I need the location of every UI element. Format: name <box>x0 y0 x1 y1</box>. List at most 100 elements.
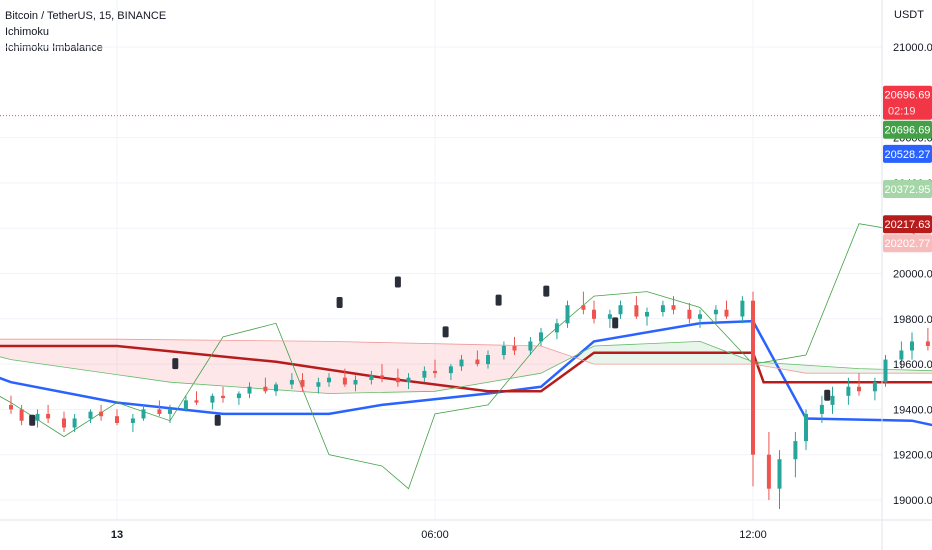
candle-body <box>9 404 13 410</box>
price-tag-bg <box>883 144 932 163</box>
price-tags: 20696.69 02:19 20696.69 20528.27 20372.95 202… <box>883 85 932 253</box>
candle-body <box>592 309 596 319</box>
cloud-segment <box>90 339 104 373</box>
cloud-segment <box>355 342 369 393</box>
cloud-segment <box>156 339 170 383</box>
cloud-segment <box>898 369 912 374</box>
candle-body <box>751 300 755 455</box>
candle-body <box>263 386 268 392</box>
candle-body <box>698 314 702 319</box>
indicator-lines <box>0 223 932 490</box>
cloud-segment <box>368 342 382 393</box>
candle-body <box>46 413 51 419</box>
cloud-segment <box>713 346 727 365</box>
candle-body <box>645 312 649 317</box>
cloud-segment <box>50 339 64 368</box>
candle-body <box>459 359 464 367</box>
imbalance-marker <box>336 296 343 308</box>
candle-body <box>327 377 331 383</box>
candle-body <box>565 305 570 324</box>
candle-body <box>210 395 215 403</box>
candle-body <box>766 454 771 489</box>
cloud-segment <box>739 356 753 365</box>
candle-body <box>607 314 612 319</box>
candle-body <box>115 416 119 423</box>
candle-body <box>512 345 517 351</box>
cloud-segment <box>262 340 276 390</box>
y-tick-label: 20000.00 <box>893 269 932 281</box>
imbalance-marker <box>214 414 221 426</box>
grid-lines <box>0 0 882 520</box>
price-tag-label: 20696.69 <box>885 125 931 137</box>
y-tick-label: 19200.00 <box>893 450 932 462</box>
price-tag-bg <box>883 215 932 234</box>
y-tick-label: 19000.00 <box>893 495 932 507</box>
candle-body <box>433 370 437 374</box>
candle-body <box>740 300 745 317</box>
candle-body <box>19 409 24 421</box>
price-tag-label: 20202.77 <box>885 238 931 250</box>
price-tag-countdown: 02:19 <box>888 106 916 118</box>
candle-body <box>395 377 400 383</box>
cloud-segment <box>541 345 555 374</box>
candle-body <box>671 305 676 310</box>
candle-body <box>141 409 146 419</box>
cloud-segment <box>209 340 223 386</box>
cloud-segment <box>726 351 740 365</box>
price-tag-label: 20217.63 <box>885 219 931 231</box>
legend-indicator-imbalance[interactable]: Ichimoku Imbalance <box>5 42 103 54</box>
cloud-segment <box>607 344 621 365</box>
cloud-segment <box>117 339 131 377</box>
chart-legend: Bitcoin / TetherUS, 15, BINANCE Ichimoku… <box>5 8 166 56</box>
price-tag-bg <box>883 180 932 199</box>
legend-symbol[interactable]: Bitcoin / TetherUS, 15, BINANCE <box>5 10 167 22</box>
y-tick-label: 19600.00 <box>893 359 932 371</box>
candle-body <box>168 409 172 414</box>
cloud-segment <box>925 370 932 374</box>
cloud-segment <box>806 365 820 374</box>
imbalance-marker <box>495 294 502 306</box>
imbalance-marker <box>612 317 619 329</box>
cloud-segment <box>448 343 462 390</box>
time-axis[interactable]: 18:001306:0012:0018:001406:0012:0018:001… <box>0 529 932 541</box>
candle-body <box>406 377 411 383</box>
candle-body <box>857 386 861 392</box>
cloud-segment <box>0 339 11 360</box>
cloud-segment <box>395 342 409 393</box>
candle-body <box>369 375 374 380</box>
candle-body <box>554 323 559 333</box>
legend-indicator-ichimoku[interactable]: Ichimoku <box>5 26 50 38</box>
cloud-segment <box>342 341 356 394</box>
imbalance-marker <box>394 276 401 288</box>
candle-body <box>316 382 321 387</box>
cloud-segment <box>474 344 488 385</box>
candle-body <box>687 309 692 319</box>
candle-body <box>62 418 66 428</box>
candle-body <box>475 359 480 365</box>
senkou_b-line <box>0 338 932 374</box>
candle-body <box>634 305 639 317</box>
candle-body <box>422 370 427 378</box>
cloud-segment <box>885 369 899 374</box>
candle-body <box>342 377 347 385</box>
cloud-segment <box>912 370 926 374</box>
cloud-segment <box>594 345 608 365</box>
candle-body <box>528 341 533 351</box>
x-tick-label: 13 <box>111 529 123 541</box>
price-tag-bg <box>883 85 932 120</box>
cloud-segment <box>832 366 846 374</box>
candle-body <box>157 409 162 414</box>
cloud-segment <box>845 367 859 374</box>
cloud-segment <box>236 340 250 388</box>
candle-body <box>804 413 808 442</box>
x-tick-label: 06:00 <box>421 529 449 541</box>
imbalance-marker <box>824 389 831 401</box>
cloud-segment <box>792 364 806 374</box>
candle-body <box>486 355 490 365</box>
cloud-segment <box>130 339 144 379</box>
cloud-segment <box>24 339 38 364</box>
candle-body <box>501 345 506 356</box>
candle-body <box>713 309 718 315</box>
